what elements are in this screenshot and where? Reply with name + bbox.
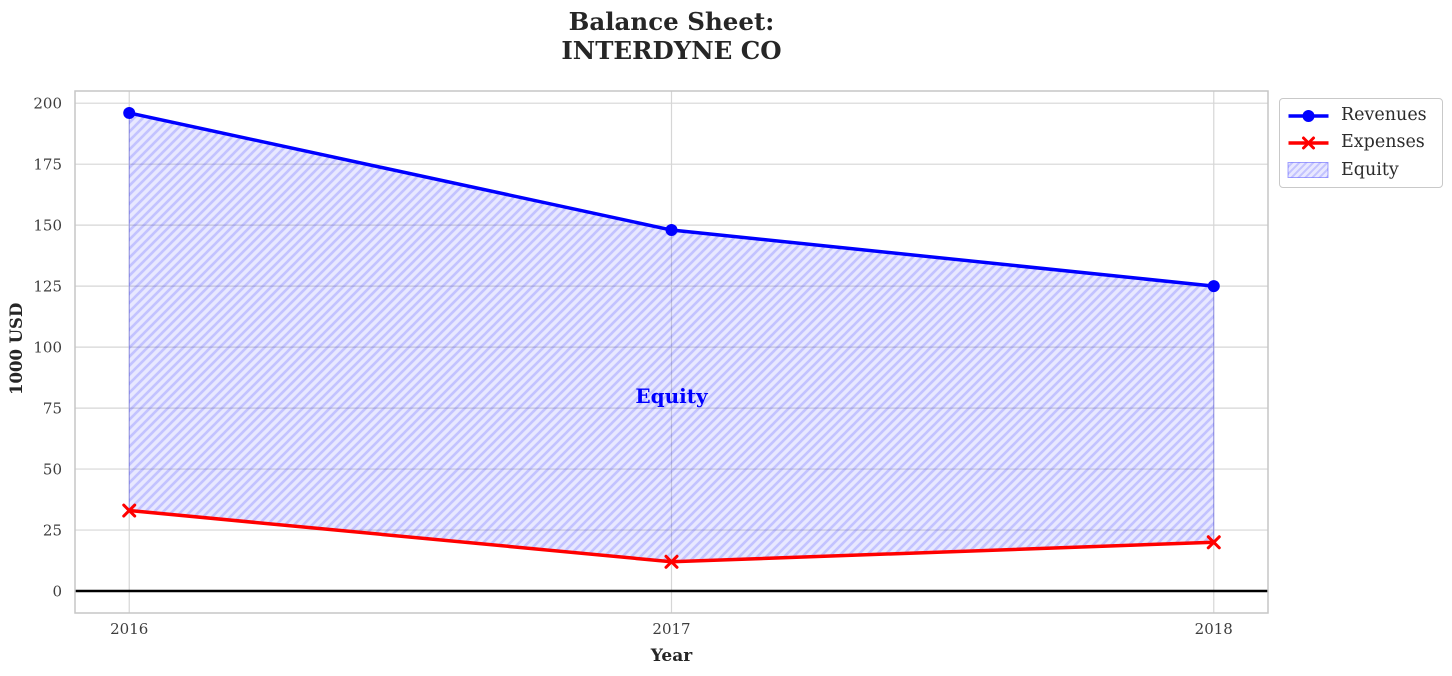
legend-label-revenues: Revenues (1341, 104, 1427, 125)
y-tick-label: 75 (43, 399, 62, 417)
x-tick-label: 2016 (110, 620, 148, 638)
expenses-x-marker (1206, 535, 1221, 550)
expenses-x-marker (122, 503, 137, 518)
equity-swatch-rect (1287, 162, 1329, 179)
y-tick-label: 0 (52, 582, 62, 600)
legend-item-equity: Equity (1287, 157, 1434, 184)
x-tick-label: 2018 (1195, 620, 1233, 638)
revenues-swatch-circle-marker (1302, 109, 1315, 122)
legend-item-expenses: Expenses (1287, 129, 1434, 156)
y-tick-label: 50 (43, 460, 62, 478)
equity-annotation: Equity (635, 384, 709, 408)
revenues-circle-marker (665, 224, 678, 237)
y-tick-label: 25 (43, 521, 62, 539)
legend-label-equity: Equity (1341, 159, 1399, 180)
y-tick-label: 175 (33, 155, 62, 173)
equity-fill-swatch (1287, 162, 1329, 179)
revenues-circle-marker (1207, 280, 1220, 293)
y-tick-label: 125 (33, 277, 62, 295)
plot-border (74, 90, 1269, 614)
x-tick-label: 2017 (652, 620, 690, 638)
expenses-line-swatch (1288, 136, 1329, 150)
x-axis-label: Year (650, 646, 693, 666)
y-tick-label: 150 (33, 216, 62, 234)
chart-title: Balance Sheet: INTERDYNE CO (0, 7, 1343, 65)
revenues-circle-marker (123, 106, 136, 119)
expenses-x-marker (664, 554, 679, 569)
y-tick-label: 100 (33, 338, 62, 356)
expenses-swatch-x-marker (1302, 136, 1315, 150)
legend-label-expenses: Expenses (1341, 132, 1425, 153)
chart-title-line1: Balance Sheet: (568, 7, 775, 36)
revenues-line-swatch (1288, 109, 1329, 122)
legend: Revenues Expenses Equity (1279, 98, 1443, 188)
legend-item-revenues: Revenues (1287, 102, 1434, 129)
y-tick-label: 200 (33, 94, 62, 112)
chart-title-line2: INTERDYNE CO (561, 36, 782, 65)
